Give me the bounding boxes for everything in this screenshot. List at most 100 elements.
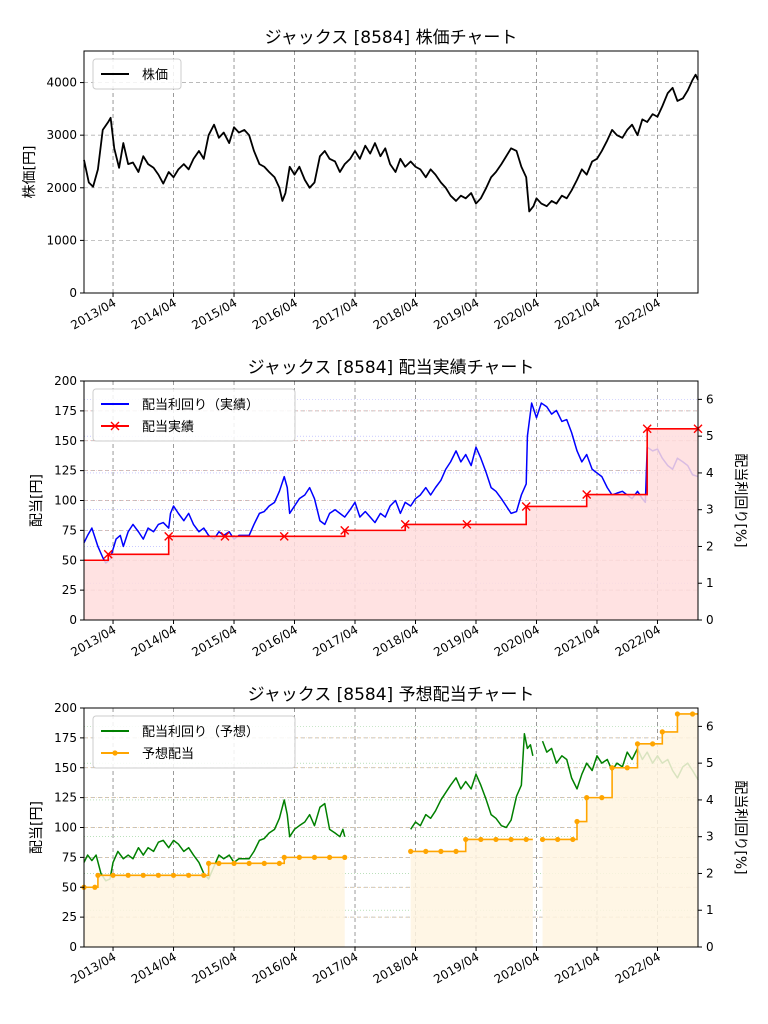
y2-tick-label: 3 [706,503,714,517]
y2-axis-label: 配当利回り[%] [732,780,748,874]
x-tick-label: 2021/04 [552,295,602,332]
x-axis: 2013/04 2014/04 2015/04 2016/04 2017/04 2018/… [68,620,663,660]
dividend-marker [463,836,469,843]
y-tick-label: 50 [62,880,77,894]
dividend-marker [103,549,113,559]
dividend-marker [408,848,414,855]
chart-title: ジャックス [8584] 配当実績チャート [248,358,535,378]
x-axis: 2013/04 2014/04 2015/04 2016/04 2017/04 2018/… [68,947,663,987]
legend-marker [110,421,120,431]
dividend-marker [281,854,287,860]
y2-tick-label: 1 [706,903,714,917]
dividend-marker [438,848,444,855]
y-axis-label: 配当[円] [29,801,45,854]
y2-axis-label: 配当利回り[%] [732,453,748,547]
dividend-marker [462,519,472,529]
dividend-marker [246,860,252,866]
y-tick-label: 175 [54,731,77,745]
x-tick-label: 2013/04 [68,295,118,332]
dividend-marker [453,848,459,855]
dividend-marker [140,872,146,878]
dividend-marker [478,836,484,843]
x-tick-label: 2020/04 [492,622,542,659]
dividend-fill-area [542,713,698,947]
dividend-marker [110,872,116,878]
y-tick-label: 100 [54,821,77,835]
dividend-marker [574,818,580,825]
x-tick-label: 2017/04 [310,295,360,332]
x-tick-label: 2015/04 [189,949,239,986]
y-tick-label: 3000 [46,128,77,142]
legend: 配当利回り（予想） 予想配当 [92,715,296,769]
x-tick-label: 2014/04 [129,949,179,986]
dividend-marker [206,860,212,866]
y2-tick-label: 6 [706,719,714,733]
x-tick-label: 2015/04 [189,622,239,659]
y-tick-label: 0 [69,940,77,954]
legend: 株価 [92,58,182,90]
y-tick-label: 0 [69,613,77,627]
y-tick-label: 50 [62,553,77,567]
legend-label: 配当利回り（予想） [142,724,259,740]
dividend-marker [674,711,681,717]
y2-tick-label: 4 [706,793,714,807]
yield-line [410,732,534,830]
y-axis-label: 配当[円] [29,474,45,527]
x-tick-label: 2020/04 [492,949,542,986]
x-tick-label: 2019/04 [431,622,481,659]
dividend-marker [95,872,101,878]
y-tick-label: 4000 [46,76,77,90]
dividend-marker [521,501,531,511]
legend-box [92,715,296,769]
dividend-marker [340,525,350,535]
series-1 [84,424,703,620]
chart-actual: ジャックス [8584] 配当実績チャート 2013/04 2014/04 2015/… [29,358,748,660]
dividend-marker [624,765,630,771]
x-tick-label: 2019/04 [431,949,481,986]
axes-frame [83,50,699,294]
legend-label: 配当実績 [142,419,194,435]
dividend-marker [508,836,514,843]
dividend-marker [92,884,98,890]
y-tick-label: 200 [54,374,77,388]
x-tick-label: 2015/04 [189,295,239,332]
dividend-marker [493,836,499,843]
y-tick-label: 25 [62,583,77,597]
legend-label: 株価 [142,68,168,83]
series-0 [83,402,699,564]
dividend-marker [523,836,529,843]
x-tick-label: 2018/04 [371,949,421,986]
dividend-step-line [410,838,533,853]
x-tick-label: 2022/04 [613,622,663,659]
x-tick-label: 2018/04 [371,622,421,659]
dividend-marker [599,795,605,801]
yield-line [83,799,346,882]
dividend-marker [609,765,615,771]
y2-tick-label: 0 [706,940,714,954]
y-tick-label: 75 [62,850,77,864]
dividend-marker [220,531,230,541]
x-tick-label: 2016/04 [250,949,300,986]
dividend-marker [634,741,641,747]
dividend-fill-area [410,839,533,947]
dividend-marker [155,872,162,878]
dividend-marker [555,836,561,843]
dividend-marker [216,860,222,866]
y-tick-label: 175 [54,404,77,418]
y-axis-right: 0 1 2 3 4 5 6 配当利回り[%] [698,719,748,954]
y-tick-label: 125 [54,791,77,805]
dividend-marker [261,860,267,866]
chart-price: ジャックス [8584] 株価チャート 2013/04 2014/04 2015/04… [22,28,699,333]
dividend-marker [642,424,652,434]
dividend-marker [570,836,576,843]
x-tick-label: 2014/04 [129,295,179,332]
dividend-marker [125,872,131,878]
legend-box [92,58,182,90]
dividend-fill-area [84,428,698,620]
legend-box [92,388,296,442]
y2-tick-label: 1 [706,576,714,590]
dividend-marker [311,854,318,860]
x-axis: 2013/04 2014/04 2015/04 2016/04 2017/04 2018/… [68,293,663,333]
y2-tick-label: 3 [706,830,714,844]
